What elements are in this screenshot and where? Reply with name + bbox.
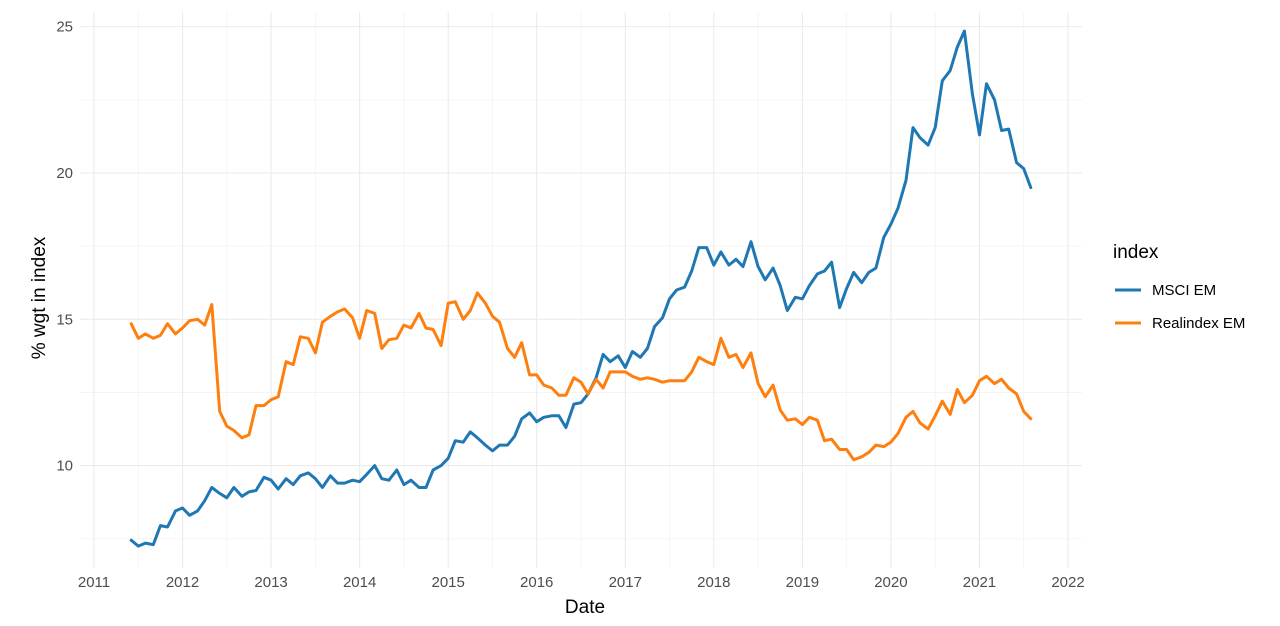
x-tick-label: 2020 [874, 574, 907, 591]
x-axis-title: Date [565, 597, 605, 618]
y-axis-ticks: 10 15 20 25 [56, 19, 73, 475]
x-tick-label: 2022 [1051, 574, 1084, 591]
x-tick-label: 2017 [609, 574, 642, 591]
y-tick-label: 25 [56, 19, 73, 36]
series-line-msci-em [129, 29, 1033, 548]
y-tick-label: 15 [56, 311, 73, 328]
x-tick-label: 2021 [963, 574, 996, 591]
x-axis-ticks: 2011 2012 2013 2014 2015 2016 2017 2018 2019 2020… [78, 574, 1085, 591]
x-tick-label: 2011 [78, 574, 110, 591]
grid [80, 12, 1082, 568]
series-lines [129, 29, 1033, 548]
x-tick-label: 2013 [254, 574, 287, 591]
legend-label: MSCI EM [1152, 282, 1216, 299]
legend-label: Realindex EM [1152, 315, 1245, 332]
y-tick-label: 20 [56, 165, 73, 182]
x-tick-label: 2014 [343, 574, 376, 591]
series-line-realindex-em [129, 291, 1033, 462]
legend-title: index [1113, 242, 1159, 263]
x-tick-label: 2019 [786, 574, 819, 591]
x-tick-label: 2018 [697, 574, 730, 591]
legend: index MSCI EM Realindex EM [1113, 242, 1245, 332]
x-tick-label: 2012 [166, 574, 199, 591]
x-tick-label: 2015 [431, 574, 464, 591]
y-tick-label: 10 [56, 458, 73, 475]
x-tick-label: 2016 [520, 574, 553, 591]
y-axis-title: % wgt in index [29, 236, 50, 359]
